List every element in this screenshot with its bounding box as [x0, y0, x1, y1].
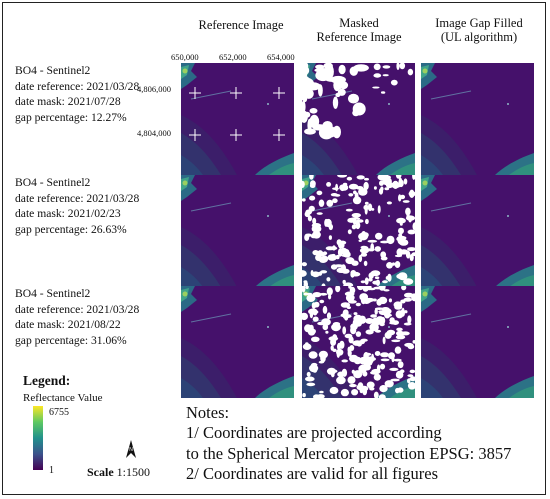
graticule-cross	[230, 87, 242, 99]
legend-title: Legend:	[23, 373, 71, 388]
row-date-reference: date reference: 2021/03/28	[15, 302, 140, 316]
graticule-cross	[230, 129, 242, 141]
column-header-masked: Masked Reference Image	[295, 16, 423, 44]
scale-value: 1:1500	[116, 465, 151, 479]
x-coordinate-label: 654,000	[267, 52, 295, 62]
row-date-mask: date mask: 2021/08/22	[15, 318, 121, 332]
reference-image-3	[181, 286, 294, 398]
column-header-filled: Image Gap Filled (UL algorithm)	[415, 16, 543, 44]
row-gap-percentage: gap percentage: 31.06%	[15, 333, 127, 347]
row-date-mask: date mask: 2021/07/28	[15, 95, 121, 109]
notes-block: Notes: 1/ Coordinates are projected acco…	[186, 403, 511, 485]
row-date-mask: date mask: 2021/02/23	[15, 207, 121, 221]
image-raster	[181, 175, 294, 287]
image-raster	[421, 286, 534, 398]
colorbar-max-label: 6755	[49, 407, 69, 418]
north-letter: N	[129, 447, 133, 453]
row-info-3: BO4 - Sentinel2 date reference: 2021/03/…	[15, 286, 139, 348]
notes-heading: Notes:	[186, 403, 230, 422]
north-arrow-icon: N	[126, 440, 136, 458]
image-raster	[302, 63, 415, 175]
notes-line: 1/ Coordinates are projected according	[186, 423, 442, 443]
image-raster	[302, 175, 415, 287]
reference-image-1	[181, 63, 294, 175]
scale-label: Scale	[87, 465, 114, 479]
column-header-reference: Reference Image	[198, 18, 284, 32]
image-raster	[421, 63, 534, 175]
mask-gaps	[302, 286, 415, 398]
masked-image-1	[302, 63, 415, 175]
row-title: BO4 - Sentinel2	[15, 176, 91, 189]
image-raster	[181, 63, 294, 175]
row-title: BO4 - Sentinel2	[15, 64, 91, 77]
column-header-filled-line2: (UL algorithm)	[440, 30, 518, 44]
x-coordinate-label: 650,000	[171, 52, 199, 62]
column-header-masked-line2: Reference Image	[316, 30, 402, 44]
row-date-reference: date reference: 2021/03/28	[15, 79, 140, 93]
graticule-cross	[189, 129, 201, 141]
column-header-masked-line1: Masked	[339, 16, 379, 30]
row-date-reference: date reference: 2021/03/28	[15, 191, 140, 205]
column-header-filled-line1: Image Gap Filled	[435, 16, 523, 30]
scale-text: Scale 1:1500	[87, 465, 150, 480]
mask-gaps	[302, 63, 414, 140]
graticule-cross	[273, 87, 285, 99]
colorbar-min-label: 1	[49, 465, 54, 476]
graticule-cross	[189, 87, 201, 99]
masked-image-2	[302, 175, 415, 287]
colorbar	[33, 406, 43, 470]
y-coordinate-label: 4,806,000	[137, 84, 171, 94]
mask-gaps	[302, 175, 415, 287]
x-coordinate-label: 652,000	[219, 52, 247, 62]
graticule-cross	[273, 129, 285, 141]
reference-image-2	[181, 175, 294, 287]
y-coordinate-label: 4,804,000	[137, 128, 171, 138]
image-raster	[181, 286, 294, 398]
row-gap-percentage: gap percentage: 12.27%	[15, 110, 127, 124]
notes-line: 2/ Coordinates are valid for all figures	[186, 464, 439, 484]
filled-image-1	[421, 63, 534, 175]
notes-line: to the Spherical Mercator projection EPS…	[186, 443, 512, 463]
masked-image-3	[302, 286, 415, 398]
image-raster	[421, 175, 534, 287]
figure-frame: Reference Image Masked Reference Image I…	[2, 2, 546, 495]
filled-image-3	[421, 286, 534, 398]
image-raster	[302, 286, 415, 398]
row-info-2: BO4 - Sentinel2 date reference: 2021/03/…	[15, 175, 139, 237]
row-info-1: BO4 - Sentinel2 date reference: 2021/03/…	[15, 63, 139, 125]
row-gap-percentage: gap percentage: 26.63%	[15, 222, 127, 236]
row-title: BO4 - Sentinel2	[15, 287, 91, 300]
legend-subtitle: Reflectance Value	[23, 392, 103, 404]
filled-image-2	[421, 175, 534, 287]
